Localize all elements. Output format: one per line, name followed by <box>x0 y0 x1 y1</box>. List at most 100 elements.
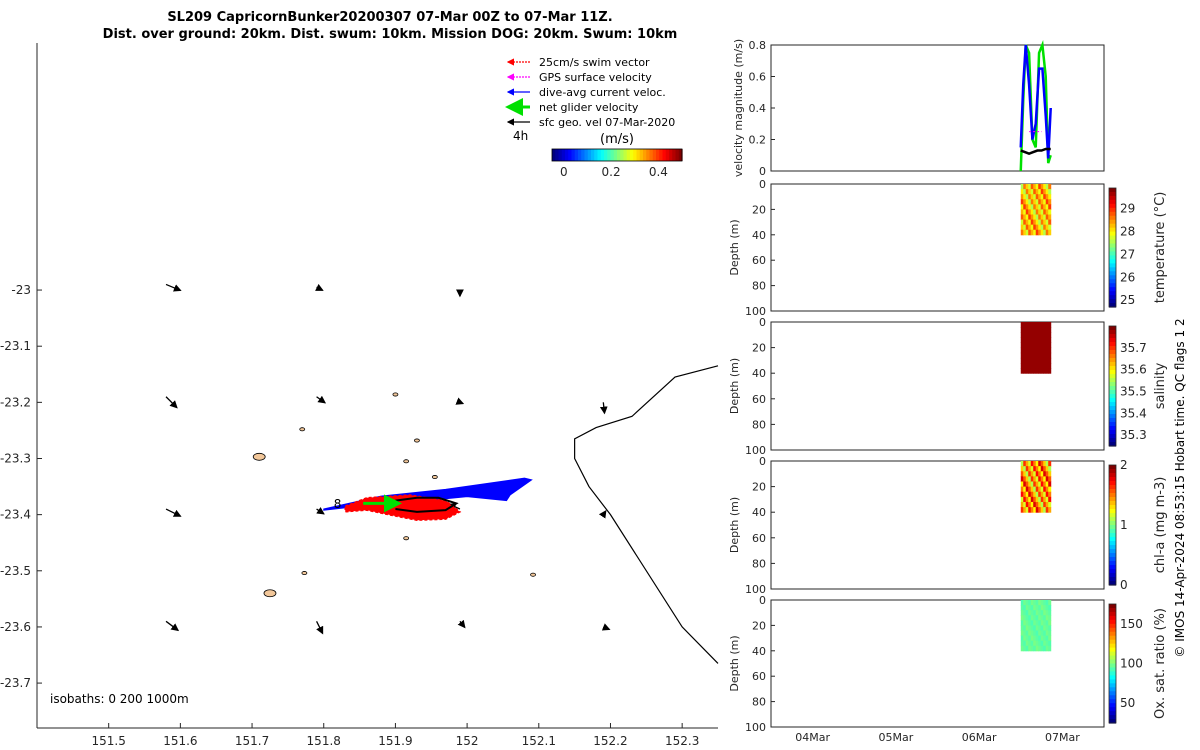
heatmap-cell <box>1023 337 1027 343</box>
heatmap-cell <box>1030 491 1034 498</box>
heatmap-cell <box>1030 189 1034 195</box>
heatmap-cell <box>1023 357 1027 364</box>
heatmap-cell <box>1030 615 1034 621</box>
legend-colorbar-segment <box>639 149 644 161</box>
heatmap-cell <box>1033 322 1037 328</box>
isobath-label: isobaths: 0 200 1000m <box>50 692 189 706</box>
heatmap-cell <box>1038 224 1042 231</box>
heatmap-cell <box>1028 466 1032 472</box>
heatmap-cell <box>1043 466 1047 472</box>
depth-tick-label: 100 <box>745 305 766 318</box>
colorbar-segment <box>1109 643 1116 649</box>
heatmap-cell <box>1038 461 1042 467</box>
colorbar-segment <box>1109 569 1116 574</box>
heatmap-cell <box>1038 204 1042 210</box>
heatmap-cell <box>1020 209 1024 215</box>
heatmap-cell <box>1025 347 1029 354</box>
depth-tick-label: 100 <box>745 721 766 734</box>
legend-colorbar-segment <box>643 149 647 161</box>
heatmap-cell <box>1020 322 1024 328</box>
colorbar-segment <box>1109 239 1116 245</box>
heatmap-cell <box>1020 481 1024 488</box>
heatmap-cell <box>1045 204 1049 210</box>
heatmap-cell <box>1043 368 1047 374</box>
map-y-tick-label: -23.5 <box>0 564 31 578</box>
heatmap-cell <box>1030 620 1034 626</box>
reef-isobath <box>403 536 410 541</box>
heatmap-cell <box>1025 332 1029 338</box>
heatmap-cell <box>1038 229 1042 236</box>
heatmap-cell <box>1035 194 1039 200</box>
heatmap-cell <box>1033 219 1037 226</box>
heatmap-cell <box>1048 625 1052 631</box>
legend-colorbar-segment <box>591 149 595 161</box>
heatmap-cell <box>1040 342 1044 349</box>
heatmap-cell <box>1048 229 1052 236</box>
heatmap-cell <box>1033 189 1037 195</box>
coastline <box>574 365 719 664</box>
heatmap-cell <box>1030 184 1034 190</box>
velocity-series-line <box>1020 147 1051 156</box>
heatmap-cell <box>1045 214 1049 221</box>
heatmap-cell <box>1043 209 1047 215</box>
colorbar-segment <box>1109 505 1116 510</box>
heatmap-cell <box>1038 466 1042 472</box>
heatmap-cell <box>1033 466 1037 472</box>
heatmap-cell <box>1023 229 1027 236</box>
heatmap-cell <box>1028 471 1032 477</box>
surface-current-vector <box>315 621 324 635</box>
map-y-tick-label: -23 <box>11 283 31 297</box>
heatmap-cell <box>1038 486 1042 493</box>
heatmap-cell <box>1045 199 1049 205</box>
depth-tick-label: 80 <box>752 696 766 709</box>
reef-isobath <box>392 392 399 397</box>
heatmap-cell <box>1035 486 1039 493</box>
heatmap-cell <box>1020 635 1024 642</box>
velocity-y-tick-label: 0.2 <box>749 134 767 147</box>
heatmap-cell <box>1033 600 1037 606</box>
heatmap-cell <box>1025 476 1029 482</box>
heatmap-cell <box>1033 610 1037 616</box>
heatmap-cell <box>1028 476 1032 482</box>
colorbar-tick-label: 35.4 <box>1120 406 1147 420</box>
depth-tick-label: 20 <box>752 619 766 632</box>
colorbar-segment <box>1109 358 1116 363</box>
heatmap-cell <box>1040 501 1044 508</box>
heatmap-cell <box>1048 337 1052 343</box>
colorbar-segment <box>1109 611 1116 617</box>
heatmap-cell <box>1033 362 1037 369</box>
heatmap-cell <box>1048 615 1052 621</box>
heatmap-cell <box>1040 362 1044 369</box>
heatmap-cell <box>1033 368 1037 374</box>
heatmap-cell <box>1035 600 1039 606</box>
colorbar-segment <box>1109 410 1116 415</box>
legend-colorbar-segment <box>587 149 592 161</box>
heatmap-cell <box>1035 471 1039 477</box>
surface-current-vector <box>165 620 180 632</box>
heatmap-cell <box>1023 219 1027 226</box>
heatmap-cell <box>1038 501 1042 508</box>
heatmap-cell <box>1028 184 1032 190</box>
heatmap-cell <box>1043 605 1047 611</box>
colorbar-frame <box>1108 187 1117 308</box>
depth-tick-label: 100 <box>745 583 766 596</box>
heatmap-cell <box>1040 507 1044 513</box>
heatmap-cell <box>1035 630 1039 637</box>
colorbar-segment <box>1109 438 1116 443</box>
heatmap-cell <box>1043 640 1047 647</box>
colorbar-segment <box>1109 639 1116 645</box>
heatmap-cell <box>1023 645 1027 652</box>
colorbar-segment <box>1109 477 1116 482</box>
heatmap-cell <box>1043 184 1047 190</box>
heatmap-cell <box>1023 605 1027 611</box>
colorbar-segment <box>1109 191 1116 197</box>
heatmap-cell <box>1035 610 1039 616</box>
heatmap-cell <box>1048 630 1052 637</box>
heatmap-cell <box>1045 630 1049 637</box>
velocity-series-line <box>1019 44 1052 159</box>
colorbar-segment <box>1109 581 1116 586</box>
heatmap-cell <box>1030 337 1034 343</box>
depth-axis-label: Depth (m) <box>728 497 741 553</box>
heatmap-cell <box>1030 501 1034 508</box>
heatmap-cell <box>1028 327 1032 333</box>
